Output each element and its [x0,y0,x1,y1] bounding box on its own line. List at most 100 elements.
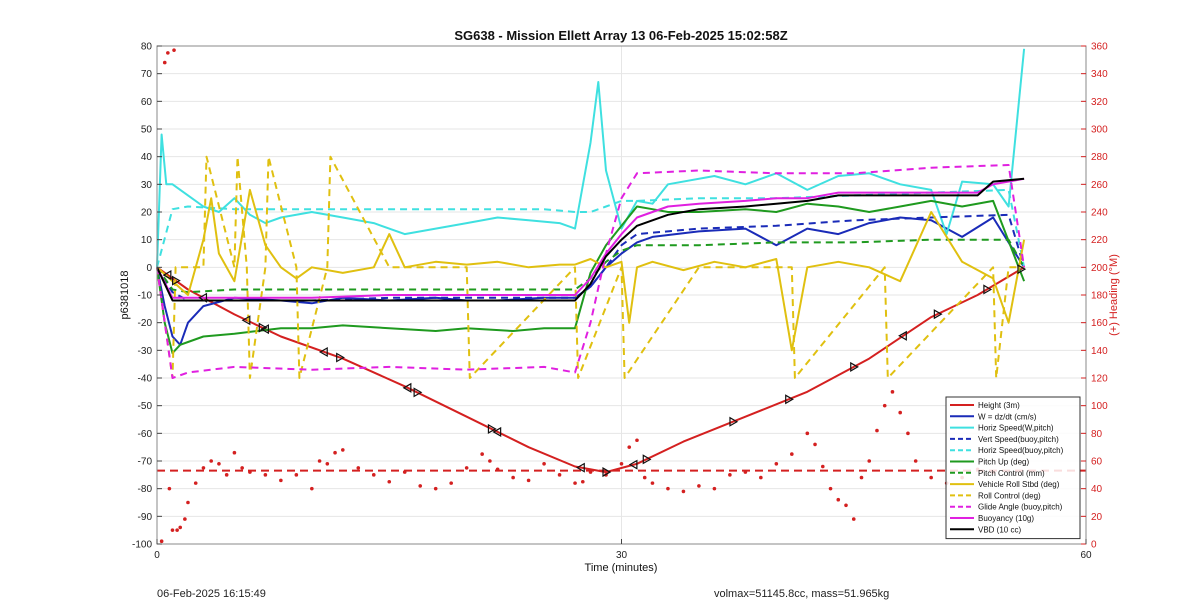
heading-point [232,450,237,455]
y-right-tick-label: 160 [1091,318,1108,329]
y-tick-label: -20 [138,318,153,329]
heading-point [333,450,337,455]
heading-point [162,60,167,65]
y-right-tick-label: 120 [1091,374,1108,385]
heading-point [248,470,252,474]
y-axis-left-ticks: -100-90-80-70-60-50-40-30-20-10010203040… [132,42,162,551]
x-axis-label: Time (minutes) [585,562,658,574]
height-marker-left [162,270,172,281]
series-line [156,266,1025,474]
heading-point [743,470,748,474]
heading-point [240,466,244,470]
y-tick-label: -100 [132,540,152,551]
y-right-tick-label: 200 [1091,263,1108,274]
y-right-tick-label: 60 [1091,457,1103,468]
y-tick-label: 40 [141,152,153,163]
legend-label: Buoyancy (10g) [978,514,1034,523]
heading-point [890,390,895,394]
y-tick-label: -70 [138,457,153,468]
height-marker-left [402,382,412,393]
heading-point [495,467,500,472]
heading-point [166,51,170,55]
footer-summary: volmax=51145.8cc, mass=51.965kg [714,588,890,600]
heading-point [175,528,179,532]
series-line [156,177,1025,299]
heading-point [279,478,283,483]
heading-point [681,489,686,494]
heading-point [387,479,392,484]
chart-title: SG638 - Mission Ellett Array 13 06-Feb-2… [454,28,787,43]
y-right-tick-label: 220 [1091,235,1108,246]
heading-point [697,484,701,488]
legend-label: VBD (10 cc) [978,525,1021,534]
heading-point [635,438,639,443]
heading-layer [157,48,1086,544]
height-marker-right [171,275,181,286]
legend-label: Height (3m) [978,401,1020,410]
height-marker-right [336,352,345,363]
y-right-tick-label: 180 [1091,291,1108,302]
height-marker-left [198,292,208,303]
y-right-tick-label: 360 [1091,42,1108,53]
heading-point [488,459,492,463]
heading-point [813,442,817,447]
heading-point [774,461,779,466]
x-tick-label: 30 [616,550,628,561]
heading-point [193,481,198,485]
heading-point [167,486,172,491]
y-right-tick-label: 240 [1091,208,1108,219]
height-marker-right [785,394,794,405]
heading-point [851,517,856,521]
y-axis-label: p6381018 [119,271,131,320]
heading-point [666,486,670,491]
heading-point [619,461,624,466]
legend-label: W = dz/dt (cm/s) [978,412,1037,421]
heading-point [159,539,164,544]
y-tick-label: 80 [141,42,153,53]
height-marker-right [1017,264,1027,275]
height-marker-right [729,416,739,427]
heading-point [759,475,763,480]
y-tick-label: -30 [138,346,153,357]
height-marker-right [413,387,423,398]
series-line [156,177,1025,302]
heading-point [805,431,810,436]
legend-label: Pitch Control (mm) [978,469,1045,478]
x-axis-ticks: 0 30 60 [154,539,1092,561]
legend-label: Horiz Speed(W,pitch) [978,424,1054,433]
series-layer [156,48,1026,474]
x-tick-label: 0 [154,550,160,561]
series-line [156,188,1026,352]
heading-point [929,475,933,480]
heading-point [588,470,593,474]
y-axis-right-ticks: 0 20 40 60 80 100 120 140 160 180 200 220 240 260 280 3… [1081,42,1108,551]
heading-point [875,428,879,433]
heading-point [172,48,176,52]
series-line [156,164,1026,379]
y-right-tick-label: 320 [1091,97,1108,108]
heading-point [224,473,229,477]
heading-point [209,459,213,463]
height-marker-right [258,322,268,333]
y-tick-label: -80 [138,484,153,495]
heading-point [201,466,206,470]
height-marker-left [576,462,585,473]
heading-point [170,528,175,532]
y-right-tick-label: 140 [1091,346,1108,357]
height-marker-right [983,284,993,295]
heading-point [913,459,918,463]
heading-point [186,500,190,505]
heading-point [882,403,887,408]
heading-point [526,478,531,483]
heading-point [217,461,221,466]
y-tick-label: -40 [138,374,153,385]
y-tick-label: 20 [141,208,153,219]
heading-point [317,459,322,463]
legend-label: Pitch Up (deg) [978,458,1029,467]
heading-point [712,486,717,491]
height-marker-left [898,330,907,341]
y-right-tick-label: 0 [1091,540,1097,551]
series-line [156,48,1026,268]
y-right-tick-label: 280 [1091,152,1108,163]
height-marker-left [241,315,251,326]
